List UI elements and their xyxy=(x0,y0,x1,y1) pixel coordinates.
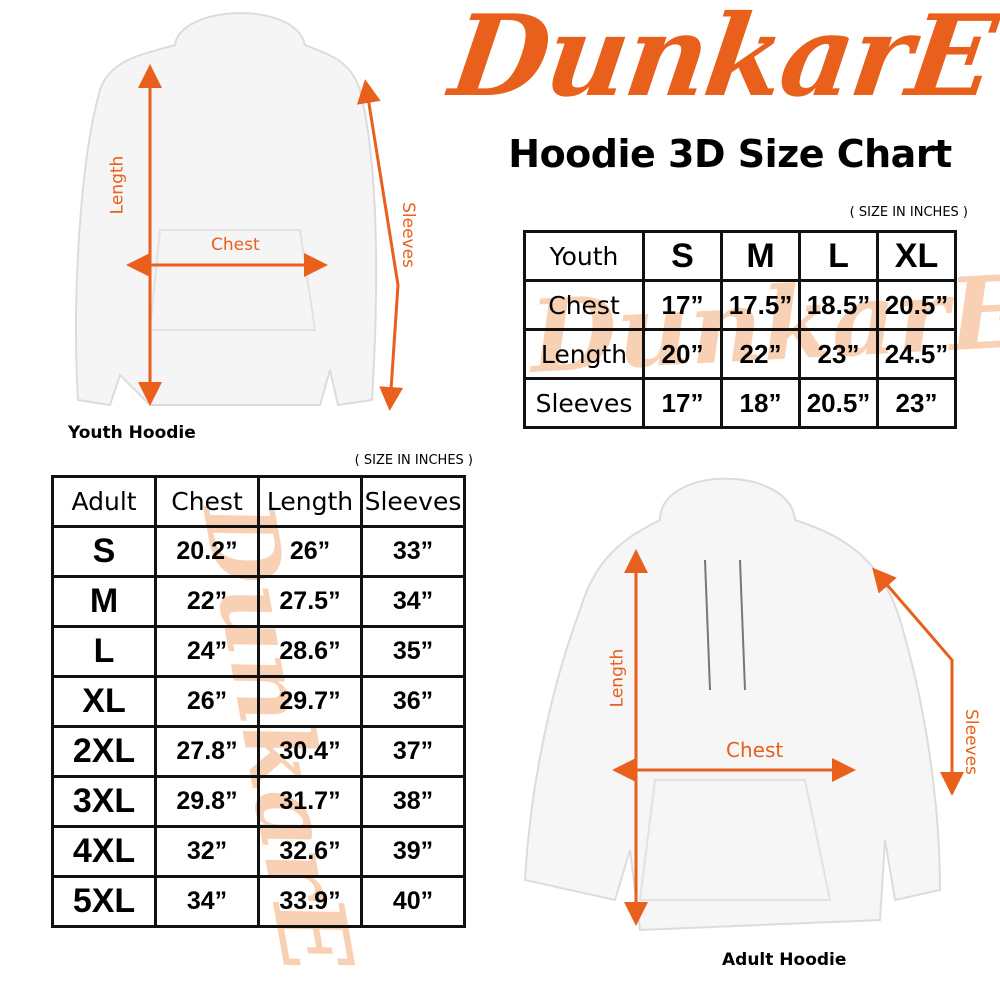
youth-size-table: Youth S M L XL Chest 17” 17.5” 18.5” 20.5” Length 2… xyxy=(523,230,957,429)
row-label: M xyxy=(51,575,157,628)
table-cell: 29.8” xyxy=(154,775,260,828)
adult-sleeves-label: Sleeves xyxy=(960,709,981,775)
youth-caption: Youth Hoodie xyxy=(68,423,196,443)
table-header-row: Youth S M L XL xyxy=(523,230,957,282)
table-cell: 38” xyxy=(360,775,466,828)
table-cell: 34” xyxy=(360,575,466,628)
table-row: 5XL 34” 33.9” 40” xyxy=(51,875,466,928)
adult-chest-label: Chest xyxy=(726,738,784,762)
table-cell: 32.6” xyxy=(257,825,363,878)
row-label: 2XL xyxy=(51,725,157,778)
table-cell: 34” xyxy=(154,875,260,928)
row-label: Chest xyxy=(523,279,645,331)
table-cell: 29.7” xyxy=(257,675,363,728)
table-cell: 22” xyxy=(720,328,801,380)
table-cell: 18” xyxy=(720,377,801,429)
row-label: 4XL xyxy=(51,825,157,878)
table-cell: 33.9” xyxy=(257,875,363,928)
sleeves-arrow xyxy=(356,79,404,411)
table-cell: 36” xyxy=(360,675,466,728)
table-cell: 26” xyxy=(257,525,363,578)
table-cell: 32” xyxy=(154,825,260,878)
table-row: L 24” 28.6” 35” xyxy=(51,625,466,678)
row-label: Length xyxy=(523,328,645,380)
column-header: XL xyxy=(876,230,957,282)
column-header: Chest xyxy=(154,475,260,528)
table-cell: 23” xyxy=(876,377,957,429)
table-header-row: Adult Chest Length Sleeves xyxy=(51,475,466,528)
adult-hoodie-image xyxy=(523,477,964,932)
adult-unit-note: ( SIZE IN INCHES ) xyxy=(354,453,473,468)
table-cell: 31.7” xyxy=(257,775,363,828)
table-cell: 20.2” xyxy=(154,525,260,578)
table-cell: 22” xyxy=(154,575,260,628)
table-cell: 28.6” xyxy=(257,625,363,678)
table-cell: 20” xyxy=(642,328,723,380)
youth-chest-label: Chest xyxy=(211,235,260,255)
table-corner-label: Adult xyxy=(51,475,157,528)
table-cell: 24” xyxy=(154,625,260,678)
column-header: M xyxy=(720,230,801,282)
table-cell: 20.5” xyxy=(798,377,879,429)
table-row: Chest 17” 17.5” 18.5” 20.5” xyxy=(523,279,957,331)
column-header: Sleeves xyxy=(360,475,466,528)
table-cell: 33” xyxy=(360,525,466,578)
table-cell: 35” xyxy=(360,625,466,678)
table-cell: 30.4” xyxy=(257,725,363,778)
table-row: Sleeves 17” 18” 20.5” 23” xyxy=(523,377,957,429)
table-row: M 22” 27.5” 34” xyxy=(51,575,466,628)
table-cell: 26” xyxy=(154,675,260,728)
row-label: Sleeves xyxy=(523,377,645,429)
table-row: XL 26” 29.7” 36” xyxy=(51,675,466,728)
table-cell: 17” xyxy=(642,279,723,331)
sleeves-arrow xyxy=(872,567,964,796)
table-cell: 23” xyxy=(798,328,879,380)
table-cell: 27.8” xyxy=(154,725,260,778)
youth-length-label: Length xyxy=(107,155,128,215)
brand-logo: DunkarE xyxy=(443,0,1000,122)
adult-caption: Adult Hoodie xyxy=(722,950,847,970)
row-label: L xyxy=(51,625,157,678)
row-label: S xyxy=(51,525,157,578)
table-cell: 24.5” xyxy=(876,328,957,380)
table-cell: 39” xyxy=(360,825,466,878)
table-row: S 20.2” 26” 33” xyxy=(51,525,466,578)
table-row: Length 20” 22” 23” 24.5” xyxy=(523,328,957,380)
table-cell: 17.5” xyxy=(720,279,801,331)
table-corner-label: Youth xyxy=(523,230,645,282)
table-cell: 17” xyxy=(642,377,723,429)
youth-unit-note: ( SIZE IN INCHES ) xyxy=(849,205,968,220)
row-label: 3XL xyxy=(51,775,157,828)
table-cell: 20.5” xyxy=(876,279,957,331)
table-row: 3XL 29.8” 31.7” 38” xyxy=(51,775,466,828)
adult-size-table: Adult Chest Length Sleeves S 20.2” 26” 33” M 22” 2… xyxy=(51,475,466,928)
row-label: XL xyxy=(51,675,157,728)
youth-sleeves-label: Sleeves xyxy=(397,202,418,268)
table-cell: 18.5” xyxy=(798,279,879,331)
table-cell: 27.5” xyxy=(257,575,363,628)
column-header: L xyxy=(798,230,879,282)
table-cell: 37” xyxy=(360,725,466,778)
youth-hoodie-image xyxy=(75,12,404,411)
column-header: Length xyxy=(257,475,363,528)
table-row: 4XL 32” 32.6” 39” xyxy=(51,825,466,878)
table-row: 2XL 27.8” 30.4” 37” xyxy=(51,725,466,778)
adult-length-label: Length xyxy=(607,648,628,708)
column-header: S xyxy=(642,230,723,282)
table-cell: 40” xyxy=(360,875,466,928)
row-label: 5XL xyxy=(51,875,157,928)
page-title: Hoodie 3D Size Chart xyxy=(508,132,952,176)
